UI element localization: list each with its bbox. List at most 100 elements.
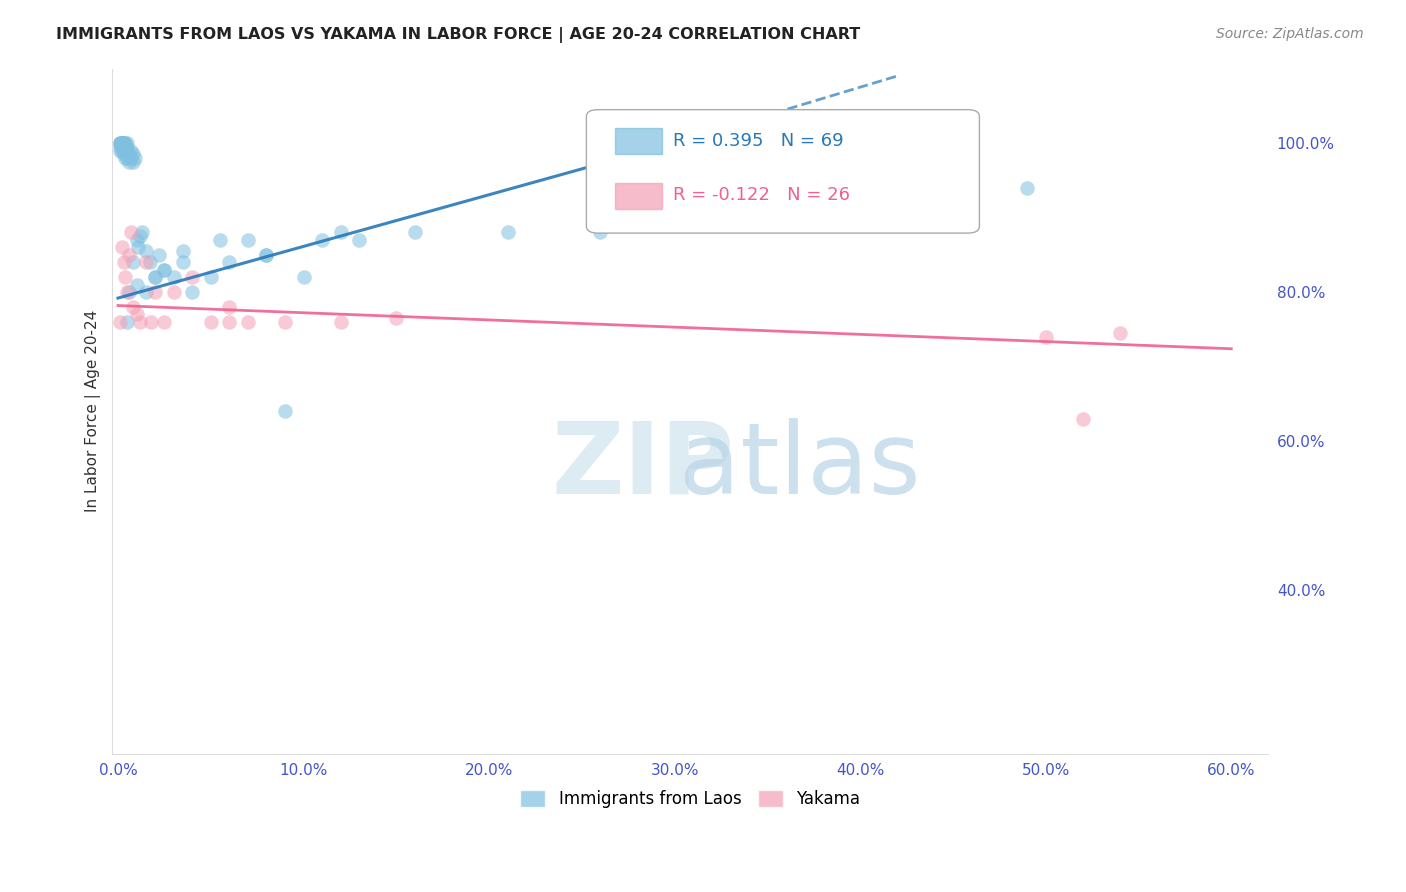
Point <box>700 211 723 225</box>
Point <box>153 262 176 277</box>
Point <box>404 226 426 240</box>
Point <box>181 285 204 299</box>
Point <box>112 255 135 269</box>
Point <box>114 140 136 154</box>
Point <box>117 136 139 150</box>
Point <box>924 195 946 210</box>
Point <box>121 147 143 161</box>
Point <box>1035 330 1057 344</box>
Point <box>112 136 135 150</box>
Point <box>236 233 259 247</box>
Point <box>114 270 136 285</box>
Point <box>311 233 333 247</box>
Point <box>589 226 612 240</box>
Point <box>163 285 186 299</box>
FancyBboxPatch shape <box>586 110 980 233</box>
Point <box>496 226 519 240</box>
Point <box>1071 412 1094 426</box>
Point <box>120 226 142 240</box>
Point <box>143 285 166 299</box>
Point <box>118 147 141 161</box>
Point <box>153 262 176 277</box>
Text: R = -0.122   N = 26: R = -0.122 N = 26 <box>673 186 851 204</box>
Point <box>1017 181 1039 195</box>
Point <box>111 136 134 150</box>
Point <box>385 311 408 326</box>
Point <box>172 244 194 259</box>
Point <box>135 255 157 269</box>
Point <box>108 136 131 150</box>
Point <box>208 233 231 247</box>
Point <box>112 144 135 158</box>
Point <box>135 285 157 299</box>
Point <box>111 136 134 150</box>
Point <box>254 248 277 262</box>
Point <box>118 154 141 169</box>
Point <box>125 233 148 247</box>
Point <box>118 285 141 299</box>
Point <box>143 270 166 285</box>
Point <box>108 315 131 329</box>
Point <box>117 151 139 165</box>
Point <box>112 136 135 150</box>
Point <box>117 144 139 158</box>
Point <box>108 140 131 154</box>
Point <box>200 315 222 329</box>
Point <box>121 255 143 269</box>
Point <box>329 315 352 329</box>
FancyBboxPatch shape <box>616 128 661 154</box>
Point <box>108 144 131 158</box>
Point <box>114 144 136 158</box>
Point <box>114 136 136 150</box>
Text: Source: ZipAtlas.com: Source: ZipAtlas.com <box>1216 27 1364 41</box>
Point <box>121 300 143 314</box>
Point <box>200 270 222 285</box>
Point <box>274 315 297 329</box>
Point <box>129 315 152 329</box>
Point <box>148 248 170 262</box>
Point <box>111 136 134 150</box>
Text: atlas: atlas <box>551 417 921 515</box>
Point <box>117 315 139 329</box>
Point <box>118 248 141 262</box>
Point <box>117 285 139 299</box>
Point <box>138 255 160 269</box>
Point <box>120 144 142 158</box>
Point <box>124 151 146 165</box>
Point <box>125 308 148 322</box>
Point <box>131 226 153 240</box>
Point <box>181 270 204 285</box>
Point <box>127 240 149 254</box>
Point <box>236 315 259 329</box>
Point <box>114 151 136 165</box>
Point <box>218 300 240 314</box>
Text: IMMIGRANTS FROM LAOS VS YAKAMA IN LABOR FORCE | AGE 20-24 CORRELATION CHART: IMMIGRANTS FROM LAOS VS YAKAMA IN LABOR … <box>56 27 860 43</box>
Point <box>143 270 166 285</box>
Point <box>111 136 134 150</box>
Point <box>172 255 194 269</box>
Point <box>125 277 148 292</box>
Text: R = 0.395   N = 69: R = 0.395 N = 69 <box>673 131 844 150</box>
Point <box>1109 326 1132 340</box>
Point <box>108 136 131 150</box>
Point <box>811 203 834 218</box>
FancyBboxPatch shape <box>616 183 661 209</box>
Point <box>347 233 370 247</box>
Point <box>141 315 163 329</box>
Point <box>218 315 240 329</box>
Y-axis label: In Labor Force | Age 20-24: In Labor Force | Age 20-24 <box>86 310 101 513</box>
Point <box>111 144 134 158</box>
Legend: Immigrants from Laos, Yakama: Immigrants from Laos, Yakama <box>513 783 868 814</box>
Point <box>664 218 686 232</box>
Point <box>129 229 152 244</box>
Point <box>111 240 134 254</box>
Point <box>121 154 143 169</box>
Point <box>112 147 135 161</box>
Point <box>274 404 297 418</box>
Point <box>329 226 352 240</box>
Point <box>117 140 139 154</box>
Point <box>292 270 315 285</box>
Point <box>111 140 134 154</box>
Point <box>135 244 157 259</box>
Point <box>163 270 186 285</box>
